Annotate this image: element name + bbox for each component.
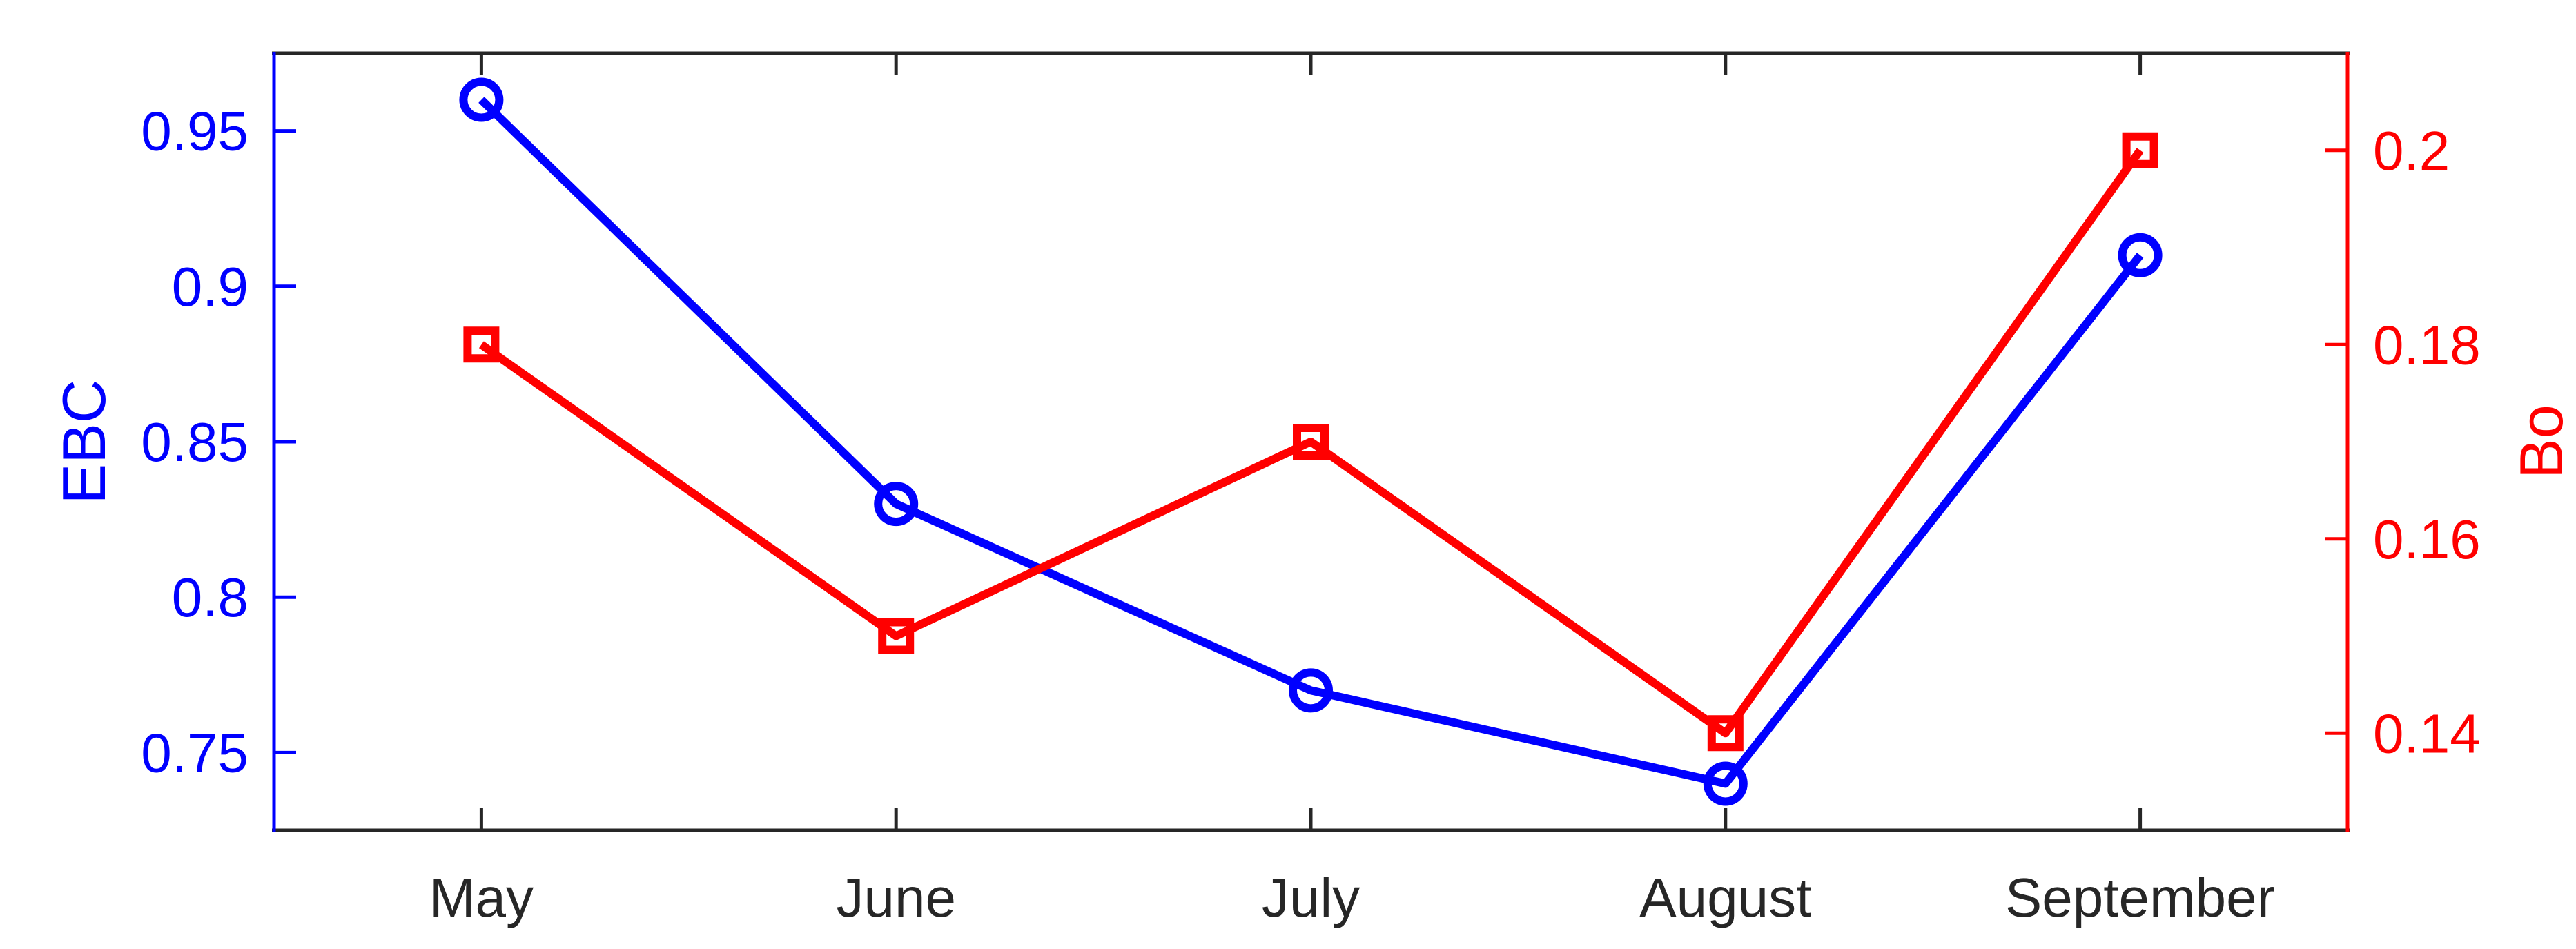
right-tick-label: 0.14 [2373,703,2481,764]
bo-marker-square [878,618,915,654]
left-tick-label: 0.85 [141,411,248,473]
right-tick-label: 0.18 [2373,314,2481,375]
right-axis-label: Bo [2507,404,2575,479]
ebc-marker-circle [2118,233,2163,277]
ebc-marker-circle [459,77,504,122]
bo-marker-square [1707,715,1744,752]
bo-line [478,148,2144,738]
ebc-marker-circle [1703,761,1748,806]
ticks-group [274,53,2348,830]
ebc-marker-circle [874,482,919,527]
right-tick-label: 0.16 [2373,509,2481,570]
month-labels-group: May June July August September [429,867,2275,928]
right-tick-label: 0.2 [2373,120,2450,182]
left-tick-label: 0.75 [141,722,248,783]
left-tick-label: 0.95 [141,101,248,162]
bo-marker-square [463,326,500,363]
ebc-marker-circle [1289,668,1333,713]
tick-labels-group: 0.75 0.8 0.85 0.9 0.95 0.14 0.16 0.18 0.2 [141,101,2480,784]
series-group [459,77,2163,806]
ebc-line [478,97,2144,788]
left-axis-label: EBC [50,380,118,505]
bo-marker-square [1293,424,1329,460]
x-tick-label: May [429,867,534,928]
x-tick-label: July [1262,867,1360,928]
x-tick-label: June [836,867,955,928]
x-tick-label: September [2005,867,2275,928]
left-tick-label: 0.8 [172,567,248,628]
x-tick-label: August [1639,867,1811,928]
left-tick-label: 0.9 [172,256,248,317]
bo-marker-square [2122,132,2158,168]
